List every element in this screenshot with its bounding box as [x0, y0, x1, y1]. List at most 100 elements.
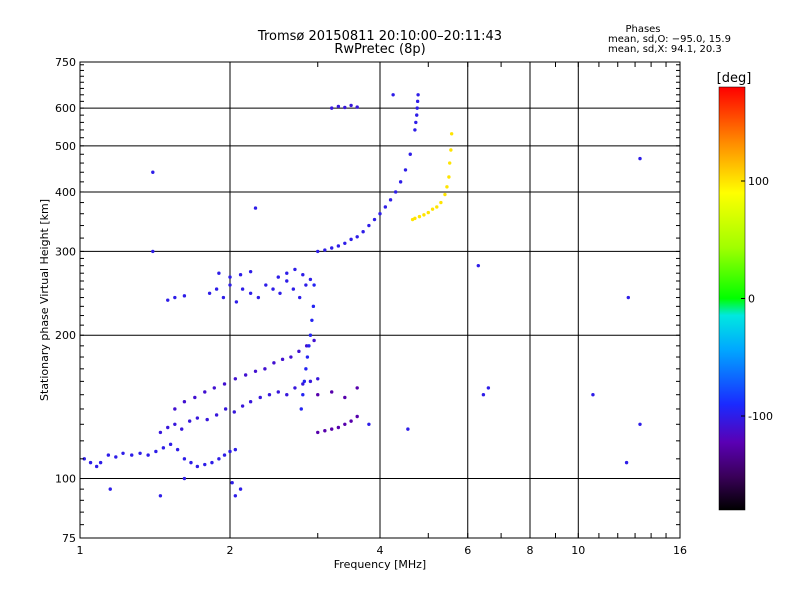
- data-point: [233, 447, 238, 452]
- data-point: [203, 462, 207, 467]
- data-point: [343, 395, 347, 400]
- data-point: [293, 386, 297, 390]
- chart-title: Tromsø 20150811 20:10:00–20:11:43: [257, 29, 502, 44]
- data-point: [223, 407, 228, 411]
- data-point: [476, 263, 481, 268]
- data-point: [285, 279, 289, 283]
- data-point: [267, 393, 272, 397]
- y-tick-label: 75: [62, 532, 76, 545]
- data-point: [276, 390, 280, 394]
- data-point: [447, 175, 451, 179]
- data-point: [330, 390, 334, 394]
- data-point: [289, 355, 293, 359]
- data-point: [302, 379, 307, 384]
- data-point: [161, 446, 166, 450]
- data-point: [408, 152, 412, 156]
- data-point: [233, 494, 238, 498]
- y-tick-label: 100: [55, 473, 76, 486]
- colorbar-tick-label: 100: [748, 175, 769, 188]
- data-point: [173, 422, 177, 426]
- data-point: [285, 271, 289, 275]
- data-point: [175, 447, 180, 452]
- data-point: [311, 304, 316, 309]
- colorbar-ticks: 100 0 -100: [741, 175, 773, 423]
- data-point: [217, 457, 221, 461]
- chart-subtitle: RwPretec (8p): [334, 42, 425, 57]
- data-point: [323, 429, 327, 433]
- data-point: [310, 318, 314, 322]
- data-point: [316, 377, 320, 381]
- data-point: [343, 241, 347, 246]
- colorbar-label: [deg]: [717, 71, 752, 86]
- data-point: [439, 200, 443, 205]
- data-point: [214, 287, 219, 291]
- y-tick-label: 400: [55, 186, 76, 199]
- data-point: [214, 413, 219, 417]
- data-point: [372, 217, 377, 222]
- data-point: [349, 103, 353, 108]
- data-point: [323, 248, 327, 252]
- data-point: [168, 442, 173, 447]
- data-point: [415, 106, 419, 110]
- data-point: [228, 283, 232, 287]
- data-point: [233, 377, 238, 381]
- data-point: [336, 425, 341, 430]
- data-point: [383, 205, 388, 209]
- data-point: [388, 198, 393, 202]
- data-point: [312, 283, 316, 287]
- data-point: [426, 210, 430, 215]
- data-point: [248, 291, 253, 295]
- data-point: [301, 273, 305, 277]
- x-tick-label: 2: [227, 544, 234, 557]
- data-point: [278, 291, 282, 295]
- data-point: [253, 369, 258, 373]
- data-point: [98, 460, 103, 465]
- data-point: [316, 393, 320, 397]
- data-point: [166, 425, 170, 430]
- data-point: [591, 393, 595, 397]
- y-axis-ticks: 75 100 200 300 400 500 600 750: [55, 56, 680, 545]
- data-point: [403, 168, 408, 172]
- phase-box-line-o: mean, sd,O: −95.0, 15.9: [608, 34, 731, 45]
- data-point: [435, 205, 439, 209]
- data-point: [297, 349, 301, 354]
- y-tick-label: 300: [55, 245, 76, 258]
- data-point: [330, 246, 334, 250]
- data-point: [304, 367, 308, 371]
- data-point: [422, 213, 426, 217]
- data-point: [217, 271, 221, 275]
- data-point: [189, 460, 193, 465]
- data-point: [154, 449, 158, 454]
- data-point: [355, 386, 359, 390]
- data-point: [182, 400, 187, 404]
- data-point: [195, 464, 200, 469]
- data-point: [203, 390, 207, 394]
- data-point: [94, 464, 99, 469]
- data-point: [307, 344, 311, 348]
- x-axis-label: Frequency [MHz]: [334, 558, 426, 571]
- data-point: [349, 237, 353, 242]
- data-point: [121, 451, 125, 455]
- data-point: [299, 407, 303, 411]
- data-point: [240, 287, 245, 291]
- data-point: [336, 244, 341, 248]
- data-point: [312, 338, 316, 343]
- data-point: [445, 185, 449, 189]
- data-point: [308, 333, 313, 337]
- data-point: [222, 382, 227, 386]
- data-point: [343, 422, 347, 426]
- data-point: [285, 393, 289, 397]
- data-point: [361, 230, 365, 234]
- data-point: [271, 287, 275, 291]
- x-tick-label: 10: [571, 544, 585, 557]
- data-point: [193, 395, 197, 400]
- x-axis-ticks: 1 2 4 6 8 10 16: [77, 62, 687, 557]
- data-point: [481, 393, 486, 397]
- data-point: [222, 453, 227, 457]
- data-point: [228, 449, 232, 454]
- data-point: [253, 206, 258, 210]
- colorbar: [718, 86, 746, 511]
- data-point: [205, 417, 209, 422]
- y-tick-label: 750: [55, 56, 76, 69]
- colorbar-tick-label: -100: [748, 410, 773, 423]
